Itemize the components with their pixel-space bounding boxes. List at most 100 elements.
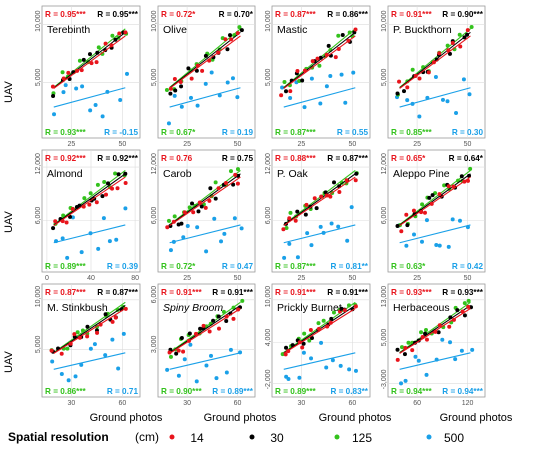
point-30 <box>179 335 184 340</box>
point-30 <box>225 47 230 52</box>
x-tick-label: 50 <box>464 141 472 148</box>
panel-title: Aleppo Pine <box>393 168 450 180</box>
point-14 <box>405 85 410 90</box>
r-label-30: R = 0.64* <box>449 154 484 163</box>
point-14 <box>110 186 115 191</box>
point-30 <box>427 195 432 200</box>
point-500 <box>50 359 55 364</box>
panel-prickly-burnet: 30 60 -2,000 4,000 10,000 Prickly Burnet R = 0… <box>265 283 371 407</box>
x-tick-label: 60 <box>234 400 242 407</box>
point-14 <box>72 332 77 337</box>
panel-almond: 0 40 80 6,000 12,000 Almond R = 0.92*** R = 0.9… <box>35 149 141 282</box>
point-30 <box>231 182 236 187</box>
point-500 <box>93 103 98 108</box>
panels-layer: 25 50 5,000 10,000 Terebinth R = 0.95*** R = 0… <box>35 5 486 407</box>
point-30 <box>326 43 331 48</box>
r-label-500: R = 0.94*** <box>442 387 484 396</box>
trendline-125 <box>53 28 126 88</box>
point-500 <box>172 93 177 98</box>
point-14 <box>293 218 298 223</box>
trendline-30 <box>399 304 471 354</box>
point-14 <box>410 348 415 353</box>
point-14 <box>458 44 463 49</box>
trendline-30 <box>169 173 241 226</box>
point-30 <box>51 226 56 231</box>
point-500 <box>416 358 421 363</box>
point-500 <box>305 231 310 236</box>
y-tick-label: 6,000 <box>381 207 388 225</box>
y-tick-label: 10,000 <box>35 286 42 308</box>
point-500 <box>185 223 190 228</box>
point-30 <box>447 51 452 56</box>
point-14 <box>295 69 300 74</box>
point-30 <box>203 53 208 58</box>
y-axis-title-middle: UAV <box>3 211 15 233</box>
point-500 <box>61 90 66 95</box>
y-tick-label: 3,000 <box>151 335 158 353</box>
point-500 <box>286 376 291 381</box>
x-tick-label: 60 <box>413 400 421 407</box>
point-500 <box>182 357 187 362</box>
point-125 <box>442 183 447 188</box>
point-14 <box>447 324 452 329</box>
point-14 <box>94 60 99 65</box>
point-500 <box>454 111 459 116</box>
point-500 <box>165 367 170 372</box>
x-axis-title-col1: Ground photos <box>90 412 163 424</box>
point-500 <box>329 221 334 226</box>
panel-frame-terebinth <box>41 5 141 139</box>
point-14 <box>337 309 342 314</box>
y-tick-label: 5,000 <box>265 68 272 86</box>
point-30 <box>295 209 300 214</box>
point-500 <box>110 337 115 342</box>
point-30 <box>85 324 90 329</box>
r-label-14: R = 0.92*** <box>45 154 87 163</box>
point-125 <box>102 179 107 184</box>
point-125 <box>317 63 322 68</box>
point-500 <box>328 74 333 79</box>
point-30 <box>323 190 328 195</box>
point-14 <box>104 192 109 197</box>
point-500 <box>228 347 233 352</box>
point-30 <box>208 186 213 191</box>
panel-frame-p-oak <box>271 149 371 273</box>
point-500 <box>339 72 344 77</box>
trendline-30 <box>399 173 471 226</box>
point-14 <box>310 59 315 64</box>
r-label-125: R = 0.90*** <box>161 387 203 396</box>
point-14 <box>167 350 172 355</box>
point-125 <box>469 25 474 30</box>
point-30 <box>436 330 441 335</box>
trendline-125 <box>53 170 126 226</box>
panel-p-buckthorn: 25 50 5,000 10,000 P. Buckthorn R = 0.91*** R … <box>381 5 486 148</box>
y-tick-label: -3,000 <box>381 369 388 389</box>
trendline-125 <box>399 28 471 88</box>
point-500 <box>65 255 70 260</box>
point-14 <box>312 196 317 201</box>
r-label-125: R = 0.89*** <box>275 387 317 396</box>
point-14 <box>229 37 234 42</box>
point-30 <box>395 223 400 228</box>
point-14 <box>450 40 455 45</box>
r-label-500: R = 0.83** <box>330 387 368 396</box>
r-label-14: R = 0.91*** <box>161 288 203 297</box>
x-axis-title-col2: Ground photos <box>204 412 277 424</box>
point-14 <box>316 326 321 331</box>
panel-frame-p-buckthorn <box>387 5 486 139</box>
point-500 <box>301 350 306 355</box>
legend-items: 14 30 125 500 <box>169 431 464 445</box>
panel-title: Mastic <box>277 24 307 36</box>
x-tick-label: 30 <box>68 400 76 407</box>
panel-terebinth: 25 50 5,000 10,000 Terebinth R = 0.95*** R = 0… <box>35 5 141 148</box>
point-30 <box>186 66 191 71</box>
point-14 <box>399 229 404 234</box>
point-14 <box>115 186 120 191</box>
point-14 <box>446 184 451 189</box>
x-tick-label: 25 <box>183 275 191 282</box>
point-500 <box>440 97 445 102</box>
y-tick-label: 5,000 <box>35 335 42 353</box>
trendline-14 <box>283 35 356 89</box>
point-30 <box>395 91 400 96</box>
point-14 <box>70 207 75 212</box>
point-500 <box>168 248 173 253</box>
